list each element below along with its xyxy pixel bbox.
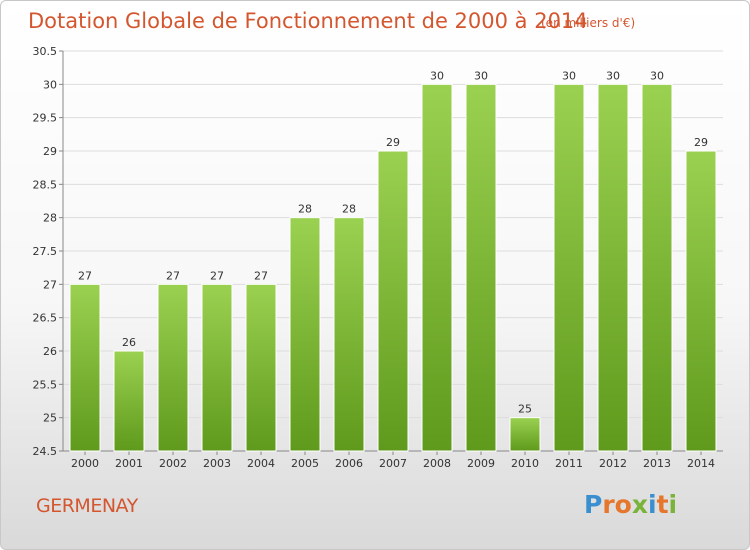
y-tick-label: 27.5 <box>33 245 58 258</box>
bar[interactable] <box>509 417 541 452</box>
logo-letter: t <box>656 490 669 519</box>
x-tick-label: 2001 <box>115 457 143 470</box>
proxiti-logo[interactable]: Proxiti <box>584 490 677 519</box>
bar-value-label: 30 <box>474 69 488 82</box>
x-tick-label: 2000 <box>71 457 99 470</box>
bar[interactable] <box>597 83 629 452</box>
x-tick-label: 2007 <box>379 457 407 470</box>
chart-subtitle: (en milliers d'€) <box>541 16 636 30</box>
y-tick-label: 26 <box>43 345 57 358</box>
bar-value-label: 29 <box>694 136 708 149</box>
bar[interactable] <box>685 150 717 452</box>
bar-value-label: 27 <box>166 269 180 282</box>
bar[interactable] <box>641 83 673 452</box>
bar-value-label: 30 <box>562 69 576 82</box>
x-tick-label: 2012 <box>599 457 627 470</box>
logo-letter: P <box>584 490 603 519</box>
bar-value-label: 27 <box>210 269 224 282</box>
y-tick-labels: 24.5 25 25.5 26 26.5 27 27.5 28 28.5 29 29.5 30 30.5 <box>33 45 58 458</box>
bar[interactable] <box>333 217 365 452</box>
y-tick-label: 27 <box>43 278 57 291</box>
chart-title: Dotation Globale de Fonctionnement de 20… <box>28 9 588 33</box>
y-tick-label: 28 <box>43 212 57 225</box>
logo-letter: x <box>631 490 648 519</box>
y-tick-label: 28.5 <box>33 178 58 191</box>
x-tick-label: 2008 <box>423 457 451 470</box>
bar[interactable] <box>377 150 409 452</box>
x-tick-label: 2006 <box>335 457 363 470</box>
x-tick-label: 2013 <box>643 457 671 470</box>
bar[interactable] <box>201 283 233 452</box>
x-tick-label: 2004 <box>247 457 275 470</box>
y-tick-label: 25.5 <box>33 378 58 391</box>
bar-value-label: 30 <box>650 69 664 82</box>
bar[interactable] <box>553 83 585 452</box>
logo-letter: r <box>602 490 615 519</box>
bar[interactable] <box>69 283 101 452</box>
bar-value-label: 27 <box>78 269 92 282</box>
bar-value-label: 27 <box>254 269 268 282</box>
bar[interactable] <box>157 283 189 452</box>
commune-name: GERMENAY <box>36 495 138 517</box>
bar[interactable] <box>289 217 321 452</box>
logo-letter: i <box>668 490 678 519</box>
bar-value-label: 29 <box>386 136 400 149</box>
y-tick-label: 29 <box>43 145 57 158</box>
y-tick-label: 25 <box>43 412 57 425</box>
bar-value-label: 28 <box>298 203 312 216</box>
x-tick-label: 2003 <box>203 457 231 470</box>
value-labels: 27 26 27 27 27 28 28 29 30 30 25 30 30 30 29 <box>78 69 708 415</box>
y-tick-label: 24.5 <box>33 445 58 458</box>
bar[interactable] <box>245 283 277 452</box>
bar[interactable] <box>113 350 145 452</box>
x-tick-label: 2009 <box>467 457 495 470</box>
logo-letter: i <box>648 490 657 519</box>
x-tick-label: 2011 <box>555 457 583 470</box>
bar-value-label: 30 <box>606 69 620 82</box>
bar[interactable] <box>421 83 453 452</box>
bars <box>69 83 717 452</box>
y-tick-label: 30.5 <box>33 45 58 58</box>
y-tick-label: 26.5 <box>33 312 58 325</box>
logo-letter: o <box>614 490 632 519</box>
x-tick-label: 2005 <box>291 457 319 470</box>
bar-value-label: 25 <box>518 403 532 416</box>
x-tick-labels: 2000 2001 2002 2003 2004 2005 2006 2007 2008 2009… <box>71 457 715 470</box>
bar-value-label: 26 <box>122 336 136 349</box>
y-tick-label: 30 <box>43 78 57 91</box>
bar-value-label: 28 <box>342 203 356 216</box>
x-tick-label: 2014 <box>687 457 715 470</box>
bar-value-label: 30 <box>430 69 444 82</box>
y-tick-label: 29.5 <box>33 112 58 125</box>
x-tick-label: 2010 <box>511 457 539 470</box>
bar[interactable] <box>465 83 497 452</box>
x-tick-label: 2002 <box>159 457 187 470</box>
